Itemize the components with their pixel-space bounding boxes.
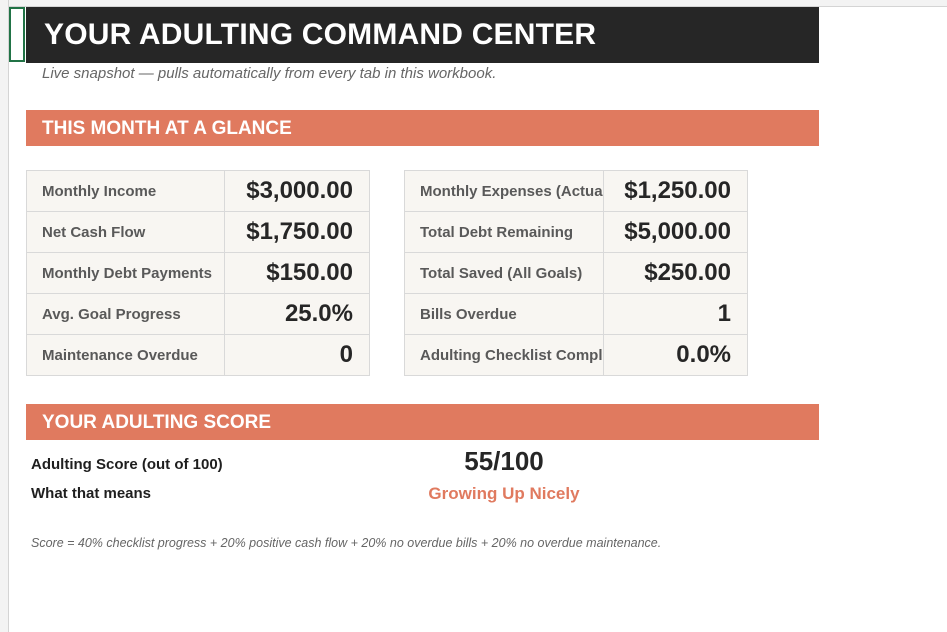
table-row: Net Cash Flow $1,750.00	[26, 211, 370, 253]
stat-value-cell[interactable]: $1,750.00	[224, 211, 370, 253]
table-row: Total Saved (All Goals) $250.00	[404, 252, 748, 294]
stat-label: Maintenance Overdue	[42, 346, 198, 364]
table-row: Monthly Debt Payments $150.00	[26, 252, 370, 294]
title-banner[interactable]: YOUR ADULTING COMMAND CENTER	[26, 7, 819, 63]
stat-label: Bills Overdue	[420, 305, 517, 323]
row-header-gutter[interactable]	[0, 0, 9, 632]
table-row: Bills Overdue 1	[404, 293, 748, 335]
stat-value: $1,250.00	[624, 177, 731, 204]
page-title: YOUR ADULTING COMMAND CENTER	[44, 18, 597, 51]
stat-label-cell[interactable]: Net Cash Flow	[26, 211, 225, 253]
stat-value-cell[interactable]: 1	[603, 293, 748, 335]
stat-label-cell[interactable]: Total Saved (All Goals)	[404, 252, 604, 294]
table-row: Avg. Goal Progress 25.0%	[26, 293, 370, 335]
stat-label-cell[interactable]: Avg. Goal Progress	[26, 293, 225, 335]
table-row: Monthly Income $3,000.00	[26, 170, 370, 212]
stat-label-cell[interactable]: Total Debt Remaining	[404, 211, 604, 253]
stat-value: 0	[339, 341, 353, 368]
stat-value-cell[interactable]: $3,000.00	[224, 170, 370, 212]
stat-label-cell[interactable]: Monthly Debt Payments	[26, 252, 225, 294]
score-section-header[interactable]: YOUR ADULTING SCORE	[26, 404, 819, 440]
score-footnote[interactable]: Score = 40% checklist progress + 20% pos…	[31, 536, 662, 550]
stat-value: $5,000.00	[624, 218, 731, 245]
score-section-title: YOUR ADULTING SCORE	[42, 412, 272, 433]
stat-value: $250.00	[644, 259, 731, 286]
stat-label: Total Debt Remaining	[420, 223, 574, 241]
glance-left-table: Monthly Income $3,000.00 Net Cash Flow $…	[26, 170, 370, 376]
score-value[interactable]: 55/100	[464, 446, 544, 476]
stat-value: 0.0%	[676, 341, 731, 368]
stat-label: Monthly Expenses (Actual	[420, 182, 603, 200]
glance-section-header[interactable]: THIS MONTH AT A GLANCE	[26, 110, 819, 146]
stat-value-cell[interactable]: $1,250.00	[603, 170, 748, 212]
column-header-strip[interactable]	[0, 0, 947, 7]
stat-label: Adulting Checklist Comple	[420, 346, 603, 364]
stat-label-cell[interactable]: Adulting Checklist Comple	[404, 334, 604, 376]
stat-value-cell[interactable]: 0.0%	[603, 334, 748, 376]
score-label[interactable]: Adulting Score (out of 100)	[31, 456, 223, 473]
page-subtitle: Live snapshot — pulls automatically from…	[42, 65, 497, 82]
table-row: Maintenance Overdue 0	[26, 334, 370, 376]
stat-value: $1,750.00	[246, 218, 353, 245]
stat-label: Monthly Debt Payments	[42, 264, 213, 282]
table-row: Adulting Checklist Comple 0.0%	[404, 334, 748, 376]
stat-value-cell[interactable]: $250.00	[603, 252, 748, 294]
stat-value: $150.00	[266, 259, 353, 286]
stat-value: 25.0%	[284, 300, 353, 327]
stat-value-cell[interactable]: $150.00	[224, 252, 370, 294]
stat-label: Monthly Income	[42, 182, 157, 200]
table-row: Monthly Expenses (Actual $1,250.00	[404, 170, 748, 212]
stat-label: Net Cash Flow	[42, 223, 146, 241]
active-cell-selection[interactable]	[9, 7, 25, 62]
stat-value-cell[interactable]: 25.0%	[224, 293, 370, 335]
glance-right-table: Monthly Expenses (Actual $1,250.00 Total…	[404, 170, 748, 376]
stat-label-cell[interactable]: Monthly Expenses (Actual	[404, 170, 604, 212]
stat-label-cell[interactable]: Bills Overdue	[404, 293, 604, 335]
stat-label: Avg. Goal Progress	[42, 305, 181, 323]
meaning-label[interactable]: What that means	[31, 485, 152, 502]
stat-value-cell[interactable]: $5,000.00	[603, 211, 748, 253]
glance-section-title: THIS MONTH AT A GLANCE	[42, 118, 292, 139]
score-meaning[interactable]: Growing Up Nicely	[428, 484, 580, 503]
table-row: Total Debt Remaining $5,000.00	[404, 211, 748, 253]
stat-label-cell[interactable]: Maintenance Overdue	[26, 334, 225, 376]
stat-value-cell[interactable]: 0	[224, 334, 370, 376]
stat-value: 1	[717, 300, 731, 327]
stat-label-cell[interactable]: Monthly Income	[26, 170, 225, 212]
stat-value: $3,000.00	[246, 177, 353, 204]
stat-label: Total Saved (All Goals)	[420, 264, 583, 282]
